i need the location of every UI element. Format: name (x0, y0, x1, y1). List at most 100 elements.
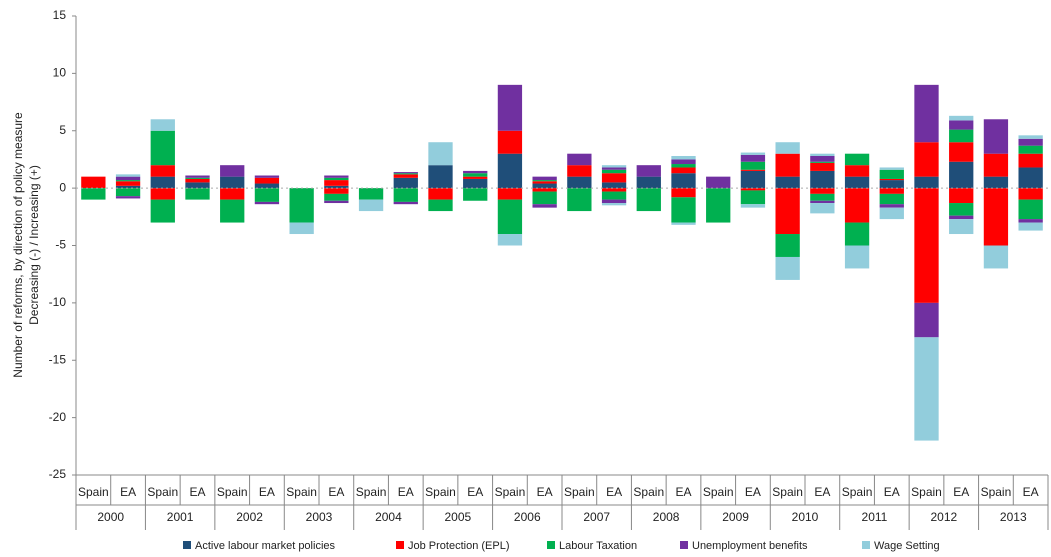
bar-segment (775, 234, 800, 257)
bar-segment (671, 222, 696, 225)
bar-segment (358, 188, 384, 200)
bar-segment (983, 153, 1009, 177)
bar-segment (463, 178, 488, 189)
bar-segment (115, 181, 141, 186)
bar-segment (532, 204, 557, 208)
x-tick-label: EA (606, 485, 622, 499)
bar-segment (324, 175, 349, 178)
bar-segment (671, 167, 696, 174)
bar-segment (740, 152, 766, 155)
legend-swatch (680, 541, 688, 549)
group-label: 2013 (1000, 510, 1027, 524)
bar-segment (497, 84, 523, 131)
bar-segment (324, 185, 349, 189)
bar-segment (810, 200, 835, 204)
bar-segment (775, 176, 800, 189)
bar-segment (289, 188, 314, 223)
y-tick-label: 15 (53, 8, 67, 22)
legend-swatch (396, 541, 404, 549)
bar-segment (810, 188, 835, 194)
bar-segment (949, 188, 974, 204)
x-tick-label: EA (120, 485, 136, 499)
bar-segment (601, 203, 627, 206)
bar-segment (740, 188, 766, 191)
group-label: 2009 (722, 510, 749, 524)
bar-segment (983, 119, 1009, 154)
x-tick-label: Spain (286, 485, 317, 499)
group-label: 2011 (862, 510, 888, 524)
x-tick-label: Spain (217, 485, 248, 499)
bar-segment (914, 337, 939, 441)
bar-segment (185, 182, 210, 189)
legend-label: Labour Taxation (559, 540, 637, 552)
y-axis-label: Number of reforms, by direction of polic… (11, 112, 41, 378)
bar-segment (358, 199, 384, 212)
bar-segment (463, 173, 488, 177)
bar-segment (601, 167, 627, 170)
bar-segment (636, 176, 661, 189)
legend-swatch (862, 541, 870, 549)
bar-segment (706, 176, 731, 189)
bar-segment (636, 188, 661, 212)
bar-segment (983, 176, 1009, 189)
bar-segment (150, 165, 175, 177)
bar-segment (289, 222, 314, 235)
bar-segment (914, 142, 939, 177)
bar-segment (671, 164, 696, 168)
bar-segment (115, 176, 141, 181)
bar-segment (740, 190, 766, 205)
bar-segment (1018, 188, 1043, 200)
bar-segment (740, 154, 766, 162)
legend-swatch (183, 541, 191, 549)
x-tick-label: EA (675, 485, 691, 499)
bar-segment (81, 176, 106, 189)
bar-segment (254, 188, 280, 202)
bar-segment (567, 153, 592, 166)
y-axis-label-line: Number of reforms, by direction of polic… (11, 112, 25, 378)
bar-segment (879, 207, 904, 220)
x-tick-label: EA (467, 485, 483, 499)
bar-segment (949, 215, 974, 220)
legend-label: Wage Setting (874, 540, 940, 552)
bar-segment (497, 153, 523, 189)
y-tick-label: -20 (49, 410, 67, 424)
bar-segment (220, 165, 245, 177)
x-tick-label: Spain (425, 485, 456, 499)
x-tick-label: EA (259, 485, 275, 499)
y-tick-label: 10 (53, 66, 67, 80)
bar-segment (879, 188, 904, 194)
bar-segment (949, 219, 974, 235)
bar-segment (775, 256, 800, 280)
bar-segment (775, 188, 800, 235)
bar-segment (844, 245, 870, 269)
bar-segment (810, 170, 835, 189)
bar-segment (220, 199, 245, 223)
bar-segment (844, 188, 870, 223)
bar-segment (1018, 135, 1043, 139)
bar-segment (567, 176, 592, 189)
bar-segment (324, 188, 349, 194)
bar-segment (601, 188, 627, 192)
bar-segment (324, 200, 349, 204)
bar-segment (914, 188, 939, 303)
bar-segment (567, 165, 592, 177)
bar-segment (254, 183, 280, 189)
bar-segment (254, 175, 280, 178)
bar-segment (844, 176, 870, 189)
bar-segment (1018, 167, 1043, 189)
x-tick-label: Spain (633, 485, 664, 499)
x-tick-label: EA (953, 485, 969, 499)
group-label: 2007 (583, 510, 610, 524)
bar-segment (185, 188, 210, 200)
bar-segment (879, 180, 904, 189)
bar-segment (185, 178, 210, 183)
x-tick-label: Spain (356, 485, 387, 499)
bar-segment (879, 178, 904, 181)
bar-segment (428, 142, 453, 166)
bar-segment (740, 161, 766, 170)
bar-segment (497, 130, 523, 154)
bar-segment (1018, 199, 1043, 220)
bar-segment (740, 169, 766, 171)
bar-segment (949, 120, 974, 130)
